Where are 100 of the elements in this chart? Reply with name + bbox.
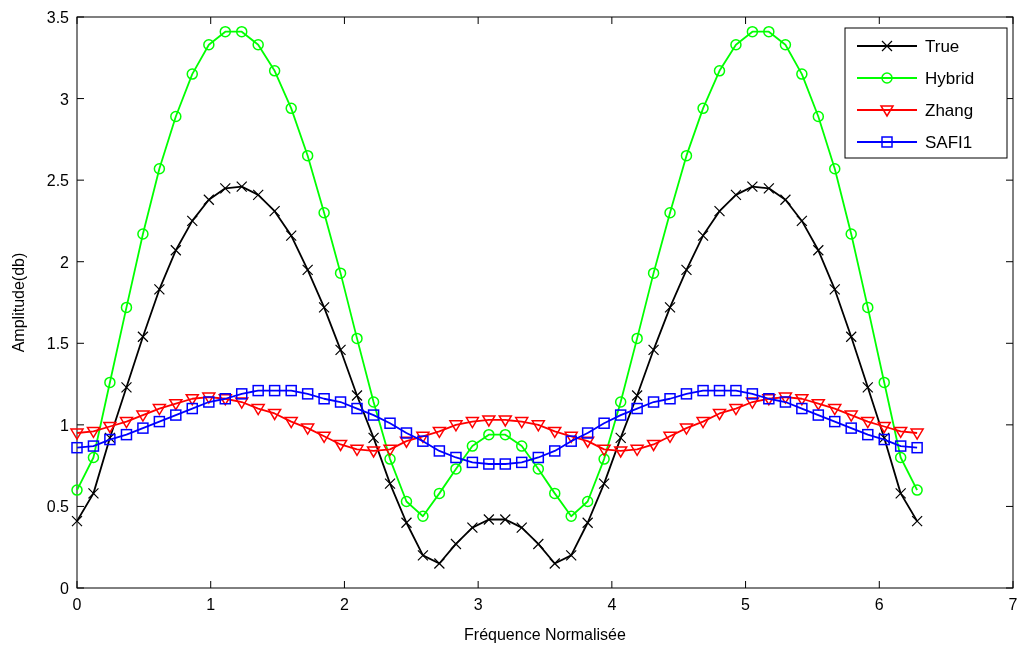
point [351, 389, 363, 402]
y-tick-label: 2 [60, 253, 70, 271]
point [384, 417, 396, 429]
point [680, 388, 693, 400]
point [862, 381, 874, 393]
point [828, 403, 842, 416]
point [483, 513, 495, 526]
point [581, 495, 594, 508]
y-axis-title: Amplitude(db) [10, 252, 27, 353]
point [696, 416, 710, 429]
point [646, 439, 661, 452]
point [631, 402, 643, 415]
point [367, 409, 380, 421]
point [351, 402, 363, 415]
point [614, 396, 627, 408]
point [845, 228, 857, 240]
point [170, 110, 182, 123]
point [301, 388, 314, 400]
point [829, 283, 841, 296]
point [829, 415, 841, 428]
x-axis-title: Fréquence Normalisée [464, 626, 627, 643]
point [582, 517, 594, 529]
point [812, 244, 824, 256]
point [137, 228, 149, 240]
point [384, 477, 396, 490]
point [86, 426, 101, 439]
point [499, 458, 512, 470]
point [465, 416, 480, 429]
point [219, 25, 232, 38]
point [433, 487, 446, 500]
point [417, 510, 429, 522]
y-tick-label: 1.5 [46, 335, 70, 353]
point [844, 410, 858, 422]
point [433, 445, 446, 457]
point [664, 393, 676, 405]
point [911, 484, 923, 496]
point [778, 392, 793, 404]
point [730, 38, 742, 51]
point [795, 394, 809, 406]
point [482, 415, 496, 427]
point [169, 398, 183, 411]
point [679, 423, 694, 435]
point [631, 389, 643, 402]
y-tick-label: 3 [60, 90, 70, 108]
point [680, 264, 693, 276]
y-tick-label: 1 [60, 416, 70, 434]
point [811, 398, 826, 411]
point [779, 38, 792, 51]
point [515, 456, 528, 469]
y-tick-label: 3.5 [46, 9, 70, 26]
point [713, 205, 726, 217]
point [202, 392, 216, 404]
point [532, 463, 545, 475]
point [400, 517, 413, 529]
point [499, 513, 511, 526]
point [137, 331, 149, 343]
y-tick-label: 0.5 [46, 498, 70, 516]
point [267, 408, 282, 421]
point [549, 487, 561, 500]
point [416, 431, 430, 444]
point [499, 428, 512, 441]
point [170, 244, 182, 256]
point [647, 267, 660, 279]
point [87, 451, 100, 464]
point [911, 441, 923, 454]
point [878, 376, 890, 389]
point [285, 230, 297, 242]
point [186, 402, 199, 415]
point [71, 441, 83, 454]
point [284, 416, 298, 429]
point [300, 423, 315, 435]
point [565, 510, 577, 522]
point [449, 420, 463, 432]
point [334, 267, 347, 279]
point [597, 444, 611, 457]
point [302, 264, 314, 276]
point [269, 205, 281, 217]
x-tick-label: 6 [874, 596, 884, 613]
point [647, 344, 660, 356]
point [203, 194, 215, 206]
point [664, 207, 676, 219]
point [153, 283, 165, 296]
point [911, 515, 923, 527]
point [745, 397, 760, 409]
point [70, 428, 84, 440]
point [697, 102, 709, 115]
point [796, 215, 808, 227]
x-tick-label: 5 [741, 596, 751, 613]
point [730, 189, 742, 201]
point [103, 421, 117, 434]
point [417, 435, 429, 447]
point [845, 422, 857, 434]
point [763, 182, 775, 194]
legend-label: True [925, 37, 960, 56]
point [285, 384, 297, 397]
point [252, 38, 264, 51]
legend-label: Hybrid [925, 69, 975, 88]
point [895, 487, 907, 499]
point [893, 426, 908, 439]
point [417, 549, 429, 561]
